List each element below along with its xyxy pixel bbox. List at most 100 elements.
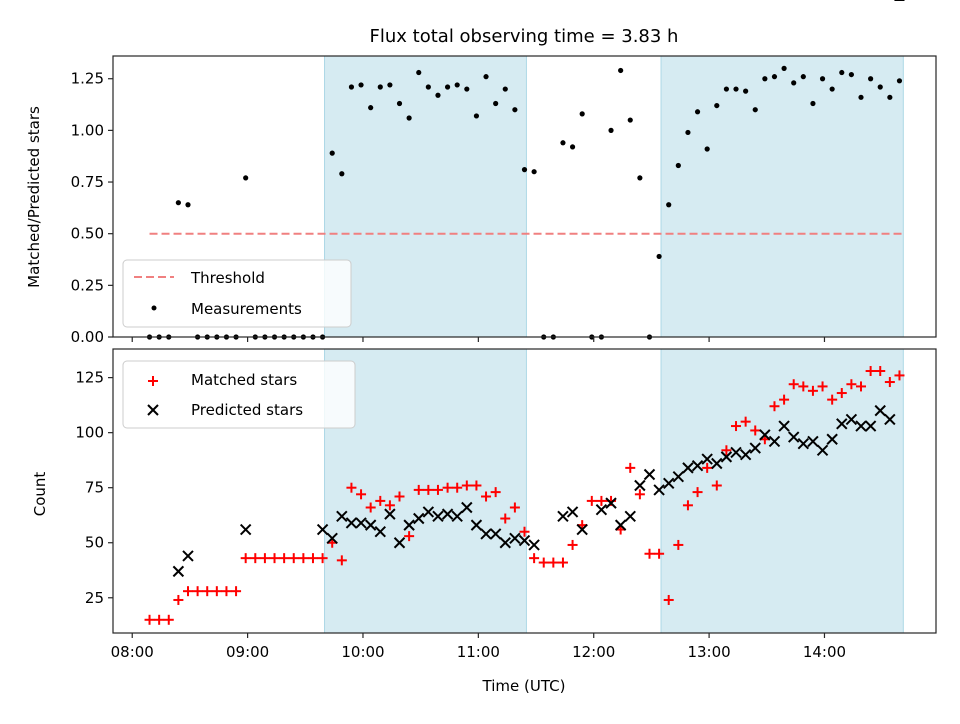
y-tick-label: 125 bbox=[75, 369, 104, 387]
predicted-point bbox=[614, 519, 627, 531]
measurement-point bbox=[483, 74, 489, 80]
measurement-point bbox=[723, 86, 730, 92]
measurement-point bbox=[704, 146, 710, 152]
measurement-point bbox=[464, 86, 470, 92]
top-legend: Threshold Measurements bbox=[122, 259, 352, 328]
measurement-point bbox=[896, 78, 903, 84]
measurement-point bbox=[560, 140, 566, 146]
y-tick-label: 0.75 bbox=[71, 173, 104, 191]
matched-point bbox=[481, 491, 492, 502]
predicted-point bbox=[461, 501, 473, 514]
matched-point bbox=[567, 539, 578, 550]
matched-point bbox=[346, 482, 357, 493]
observing-span bbox=[660, 55, 904, 338]
bottom-y-axis-label: Count bbox=[31, 472, 49, 517]
measurement-point bbox=[771, 74, 778, 80]
y-tick-label: 1.25 bbox=[71, 70, 104, 88]
predicted-point bbox=[768, 435, 781, 448]
predicted-point bbox=[374, 526, 386, 538]
matched-point bbox=[240, 553, 251, 564]
predicted-point bbox=[691, 459, 704, 472]
matched-point bbox=[356, 489, 367, 500]
matched-point bbox=[586, 495, 597, 506]
measurement-point bbox=[502, 86, 508, 92]
measurement-point bbox=[435, 92, 441, 98]
matched-point bbox=[365, 502, 376, 513]
predicted-point bbox=[605, 497, 617, 509]
matched-point bbox=[202, 586, 213, 597]
y-tick-label: 25 bbox=[85, 589, 104, 607]
predicted-point bbox=[595, 504, 608, 516]
predicted-point bbox=[576, 523, 588, 536]
matched-point bbox=[779, 394, 790, 405]
legend-threshold-label: Threshold bbox=[190, 269, 265, 287]
measurement-point bbox=[425, 84, 431, 90]
matched-point bbox=[769, 401, 780, 412]
matched-point bbox=[173, 594, 184, 605]
measurement-point bbox=[368, 105, 374, 111]
matched-point bbox=[394, 491, 405, 502]
matched-point bbox=[163, 614, 174, 625]
predicted-point bbox=[663, 477, 675, 490]
matched-point bbox=[548, 557, 559, 568]
observing-span bbox=[324, 55, 527, 338]
measurement-point bbox=[637, 175, 643, 181]
matched-point bbox=[692, 487, 703, 498]
predicted-point bbox=[682, 462, 694, 474]
predicted-point bbox=[364, 519, 377, 531]
matched-point bbox=[336, 555, 347, 566]
matched-point bbox=[269, 553, 280, 564]
measurement-point bbox=[685, 129, 691, 136]
legend-measurements-swatch bbox=[151, 305, 157, 311]
matched-point bbox=[154, 614, 165, 625]
matched-point bbox=[250, 553, 261, 564]
matched-point bbox=[413, 484, 424, 495]
predicted-point bbox=[672, 470, 685, 483]
measurement-point bbox=[579, 111, 585, 117]
measurement-point bbox=[791, 80, 797, 86]
bottom-axes-frame bbox=[112, 348, 937, 634]
measurement-point bbox=[762, 76, 768, 82]
predicted-point bbox=[884, 413, 896, 426]
predicted-point bbox=[172, 565, 185, 578]
matched-point bbox=[644, 548, 655, 559]
matched-point bbox=[817, 381, 828, 392]
matched-point bbox=[625, 462, 636, 473]
measurement-point bbox=[743, 88, 749, 94]
predicted-point bbox=[711, 457, 723, 470]
matched-point bbox=[682, 500, 693, 511]
matched-point bbox=[884, 377, 895, 388]
matched-point bbox=[211, 586, 222, 597]
matched-point bbox=[490, 487, 501, 498]
y-tick-label: 75 bbox=[85, 479, 104, 497]
predicted-point bbox=[489, 528, 502, 540]
predicted-point bbox=[470, 519, 483, 531]
measurement-point bbox=[858, 94, 864, 100]
matched-point bbox=[288, 553, 299, 564]
measurement-point bbox=[666, 202, 672, 208]
predicted-point bbox=[239, 523, 252, 536]
matched-point bbox=[557, 557, 568, 568]
matched-point bbox=[856, 381, 867, 392]
predicted-point bbox=[643, 468, 656, 481]
matched-point bbox=[731, 421, 742, 432]
matched-point bbox=[279, 553, 290, 564]
matched-point bbox=[529, 553, 540, 564]
predicted-point bbox=[797, 437, 810, 450]
predicted-point bbox=[730, 446, 742, 459]
matched-point bbox=[836, 388, 847, 399]
measurement-point bbox=[358, 82, 364, 88]
y-tick-label: 0.25 bbox=[71, 276, 104, 294]
matched-point bbox=[673, 539, 684, 550]
predicted-point bbox=[422, 506, 435, 518]
matched-point bbox=[182, 586, 193, 597]
matched-point bbox=[721, 445, 732, 456]
matched-point bbox=[231, 586, 242, 597]
legend-predicted-label: Predicted stars bbox=[191, 401, 303, 419]
y-tick-label: 100 bbox=[75, 424, 104, 442]
legend-predicted-swatch bbox=[147, 404, 159, 416]
matched-point bbox=[750, 425, 761, 436]
legend-measurements-label: Measurements bbox=[191, 300, 302, 318]
bottom-legend: Matched stars Predicted stars bbox=[122, 360, 356, 429]
y-tick-label: 50 bbox=[85, 534, 104, 552]
